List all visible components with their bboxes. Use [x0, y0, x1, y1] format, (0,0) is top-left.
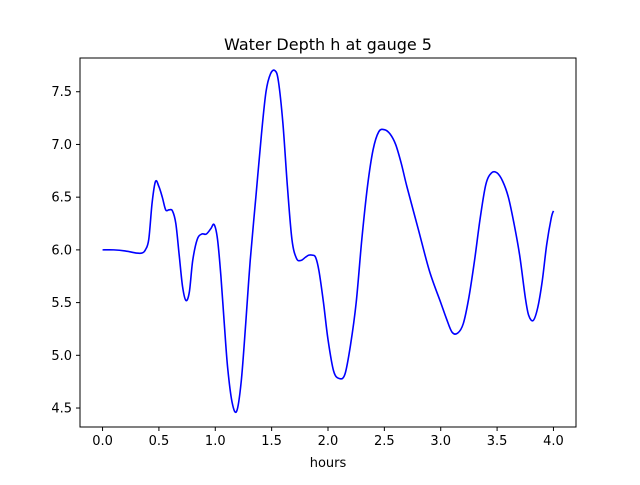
- x-tick-label: 0.0: [92, 434, 113, 449]
- x-axis: 0.0 0.5 1.0 1.5 2.0 2.5 3.0 3.5 4.0: [92, 427, 564, 449]
- x-tick-label: 2.5: [374, 434, 395, 449]
- series-line-0: [102, 69, 555, 414]
- y-axis: 4.5 5.0 5.5 6.0 6.5 7.0 7.5: [51, 85, 80, 417]
- x-tick-label: 0.5: [149, 434, 170, 449]
- x-tick-label: 2.0: [318, 434, 339, 449]
- x-tick-label: 1.5: [261, 434, 282, 449]
- y-tick-label: 6.0: [51, 243, 72, 258]
- y-tick-label: 7.0: [51, 138, 72, 153]
- y-tick-label: 4.5: [51, 402, 72, 417]
- x-tick-label: 3.5: [487, 434, 508, 449]
- y-tick-label: 5.5: [51, 296, 72, 311]
- y-tick-label: 5.0: [51, 349, 72, 364]
- x-tick-label: 4.0: [543, 434, 564, 449]
- y-tick-label: 7.5: [51, 85, 72, 100]
- x-tick-label: 1.0: [205, 434, 226, 449]
- plot-area: [102, 69, 555, 414]
- chart-title: Water Depth h at gauge 5: [224, 35, 432, 54]
- y-tick-label: 6.5: [51, 191, 72, 206]
- x-axis-label: hours: [310, 456, 347, 471]
- x-tick-label: 3.0: [430, 434, 451, 449]
